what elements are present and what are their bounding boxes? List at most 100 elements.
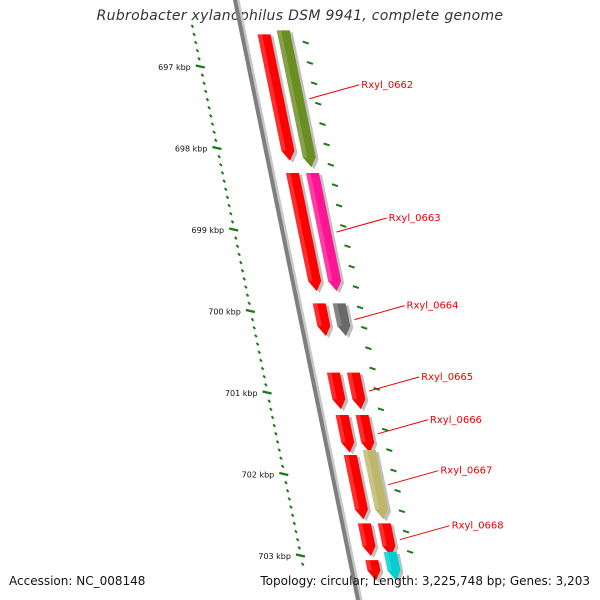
major-tick [228, 227, 239, 232]
minor-tick [274, 431, 278, 436]
minor-tick [235, 244, 240, 249]
cds-arrow [365, 560, 381, 581]
cds-arrow-highlight [357, 523, 367, 546]
backbone-line [232, 0, 361, 600]
minor-tick [250, 317, 255, 322]
minor-tick [255, 342, 260, 346]
gene-arrow [332, 303, 351, 336]
outer-tick [398, 509, 406, 514]
gene-arrow [346, 372, 366, 410]
minor-tick [252, 325, 256, 330]
major-tick [195, 64, 205, 69]
cds-arrow-highlight [365, 560, 372, 571]
cds-track [257, 34, 384, 583]
map-title: Rubrobacter xylanophilus DSM 9941, compl… [96, 8, 504, 24]
backbone-layer [232, 0, 363, 600]
minor-tick [270, 415, 275, 420]
minor-tick [217, 154, 221, 159]
outer-tick [306, 60, 314, 65]
minor-tick [190, 24, 195, 29]
major-tick [262, 390, 272, 395]
tick-label: 703 kbp [258, 552, 291, 561]
minor-tick [205, 97, 210, 102]
minor-tick [244, 285, 248, 289]
minor-tick [227, 203, 231, 208]
label-leader-line [369, 376, 420, 392]
minor-tick [224, 187, 228, 192]
major-tick [245, 308, 256, 314]
minor-tick [289, 505, 293, 509]
cds-arrow [326, 372, 346, 410]
minor-tick [262, 374, 266, 379]
outer-tick [369, 366, 376, 371]
feature-track [276, 30, 404, 583]
minor-tick [219, 162, 223, 167]
cds-arrow [312, 303, 331, 336]
gene-label: Rxyl_0663 [389, 213, 441, 224]
minor-tick [259, 358, 263, 363]
minor-tick [280, 464, 285, 469]
outer-tick [314, 101, 322, 106]
minor-tick [237, 252, 241, 257]
label-leader-line [354, 305, 405, 321]
tick-label: 699 kbp [192, 226, 225, 235]
cds-arrow [343, 454, 368, 520]
outer-tick [402, 529, 410, 534]
label-leader-line [399, 525, 450, 541]
major-tick [279, 471, 289, 477]
minor-tick [260, 366, 265, 371]
outer-tick [331, 183, 339, 188]
major-tick [212, 145, 222, 151]
minor-tick [222, 179, 226, 183]
gene-arrow [305, 172, 342, 292]
outer-tick [327, 162, 335, 167]
minor-tick [269, 407, 273, 412]
cds-arrow [335, 415, 355, 453]
minor-tick [208, 114, 213, 118]
minor-tick [285, 488, 290, 493]
outer-tick [394, 488, 401, 493]
outer-tick [323, 142, 330, 147]
minor-tick [290, 513, 295, 518]
minor-tick [242, 277, 246, 281]
backbone-shadow [236, 0, 363, 600]
minor-tick [240, 268, 245, 273]
minor-tick [257, 350, 261, 355]
minor-tick [192, 32, 196, 37]
minor-tick [214, 138, 218, 143]
gene-arrow-highlight [355, 415, 366, 443]
gene-arrow [276, 30, 316, 168]
minor-tick [254, 334, 258, 338]
minor-tick [212, 130, 216, 135]
minor-tick [292, 521, 297, 526]
gene-arrow-highlight [346, 372, 357, 400]
gene-arrow-highlight [332, 303, 342, 326]
minor-tick [294, 529, 298, 534]
outer-tick [390, 468, 397, 473]
minor-tick [247, 301, 251, 306]
outer-tick [335, 203, 343, 208]
label-leader-line [309, 84, 360, 100]
gene-arrow-highlight [276, 30, 308, 158]
minor-tick [239, 260, 243, 265]
tick-label: 697 kbp [158, 63, 191, 72]
gene-label-layer: Rxyl_0662 Rxyl_0663 Rxyl_0664 Rxyl_0665 Rxyl… [309, 80, 504, 541]
outer-tick [319, 122, 326, 126]
minor-tick [295, 537, 300, 542]
minor-tick [210, 122, 215, 126]
label-leader-line [377, 419, 429, 435]
gene-label: Rxyl_0662 [361, 80, 413, 91]
outer-tick [344, 244, 351, 249]
minor-tick [225, 195, 230, 200]
minor-tick [200, 73, 205, 77]
outer-tick [406, 549, 414, 554]
tick-label: 702 kbp [242, 471, 275, 480]
minor-tick [277, 448, 282, 452]
outer-tick [310, 81, 318, 86]
outer-tick [352, 285, 360, 289]
minor-tick [284, 480, 288, 485]
tick-layer: 697 kbp 698 kbp 699 kbp 700 kbp 701 kbp 702 k… [158, 24, 414, 566]
topology-text: Topology: circular; Length: 3,225,748 bp… [260, 574, 590, 588]
cds-arrow-highlight [285, 172, 313, 282]
minor-tick [203, 89, 208, 94]
